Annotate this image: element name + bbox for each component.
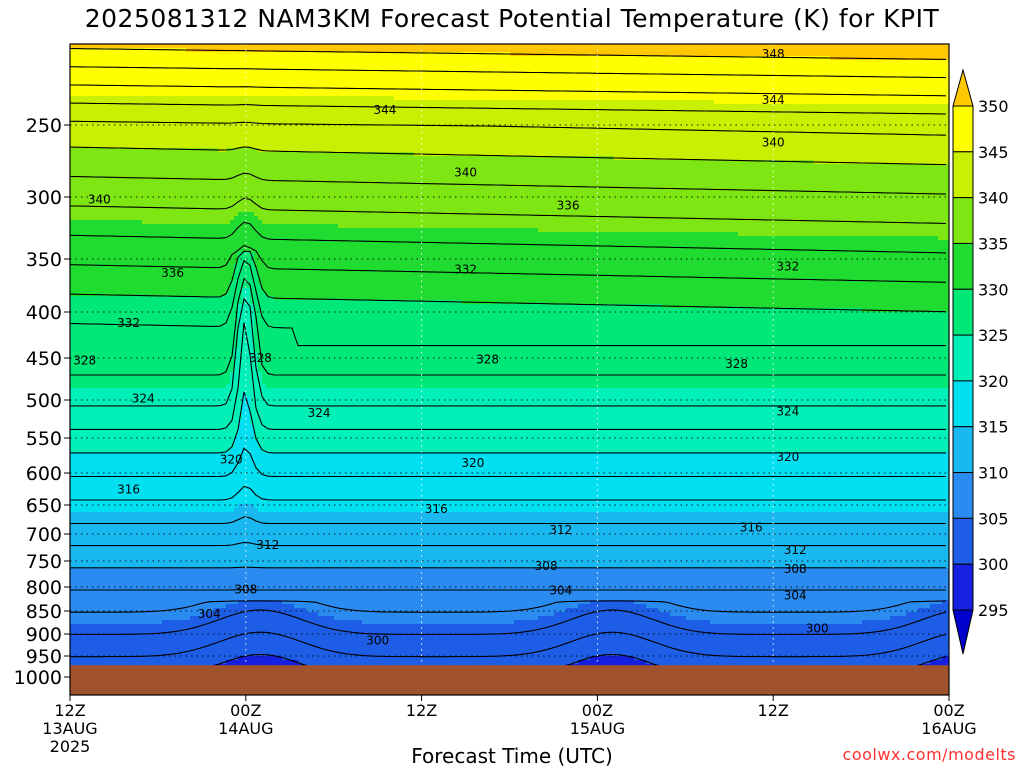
contour-label: 324 — [132, 391, 155, 405]
contour-label: 312 — [549, 523, 572, 537]
contour-label: 304 — [198, 607, 221, 621]
x-tick-label: 00Z — [933, 701, 964, 720]
x-axis-label: Forecast Time (UTC) — [0, 744, 1024, 768]
colorbar-label: 310 — [978, 464, 1009, 483]
ground-surface — [70, 665, 949, 695]
contour-label: 332 — [117, 316, 140, 330]
colorbar-box — [952, 472, 974, 519]
colorbar-label: 325 — [978, 326, 1009, 345]
contour-label: 312 — [784, 543, 807, 557]
colorbar-label: 330 — [978, 280, 1009, 299]
y-tick-label: 800 — [26, 577, 62, 599]
temperature-field — [70, 44, 949, 695]
colorbar-box — [952, 334, 974, 382]
x-tick-label: 16AUG — [921, 719, 976, 738]
x-tick-label: 12Z — [406, 701, 437, 720]
x-tick-label: 2025 — [50, 737, 91, 756]
contour-label: 304 — [549, 583, 572, 597]
contour-label: 300 — [806, 621, 829, 635]
y-tick-label: 850 — [26, 601, 62, 623]
contour-label: 304 — [784, 589, 807, 603]
colorbar-box — [952, 288, 974, 336]
colorbar-box — [952, 105, 974, 153]
contour-label: 308 — [234, 582, 257, 596]
colorbar: 350 345 340 335 330 325 320 315 310 305 300 295 — [952, 68, 1009, 655]
contour-label: 344 — [374, 103, 397, 117]
y-tick-label: 350 — [26, 249, 62, 271]
y-tick-label: 450 — [26, 348, 62, 370]
colorbar-box — [952, 242, 974, 290]
contour-label: 328 — [73, 354, 96, 368]
contour-label: 336 — [557, 199, 580, 213]
contour-labels: 348 344 340 344 340 336 340 336 332 332 332 328 328 3… — [73, 47, 828, 648]
colorbar-box — [952, 197, 974, 244]
y-tick-label: 700 — [26, 524, 62, 546]
y-tick-label: 1000 — [14, 667, 62, 689]
contour-label: 340 — [762, 135, 785, 149]
colorbar-label: 305 — [978, 509, 1009, 528]
x-tick-label: 00Z — [582, 701, 613, 720]
contour-label: 308 — [784, 562, 807, 576]
contour-label: 316 — [117, 483, 140, 497]
y-tick-label: 950 — [26, 646, 62, 668]
y-tick-label: 400 — [26, 302, 62, 324]
contour-label: 312 — [256, 538, 279, 552]
y-tick-label: 900 — [26, 624, 62, 646]
contour-label: 320 — [461, 456, 484, 470]
contour-label: 328 — [476, 353, 499, 367]
chart-title: 2025081312 NAM3KM Forecast Potential Tem… — [84, 4, 940, 33]
colorbar-box — [952, 380, 974, 428]
contour-label: 320 — [220, 453, 243, 467]
colorbar-box — [952, 563, 974, 611]
contour-label: 324 — [308, 406, 331, 420]
colorbar-label: 300 — [978, 555, 1009, 574]
x-tick-label: 00Z — [230, 701, 261, 720]
y-tick-label: 250 — [26, 115, 62, 137]
contour-label: 336 — [161, 266, 184, 280]
contour-label: 316 — [425, 502, 448, 516]
y-axis: 2503003504004505005506006507007508008509… — [14, 115, 70, 689]
colorbar-label: 335 — [978, 234, 1009, 253]
colorbar-label: 315 — [978, 418, 1009, 437]
y-tick-label: 500 — [26, 390, 62, 412]
x-axis-label-text: Forecast Time (UTC) — [411, 744, 613, 768]
x-tick-label: 13AUG — [42, 719, 97, 738]
contour-label: 300 — [366, 634, 389, 648]
x-tick-label: 12Z — [758, 701, 789, 720]
contour-label: 332 — [454, 263, 477, 277]
y-tick-label: 750 — [26, 551, 62, 573]
x-tick-label: 12Z — [54, 701, 85, 720]
source-credit: coolwx.com/modelts — [842, 745, 1016, 764]
contour-label: 348 — [762, 47, 785, 61]
contour-label: 324 — [776, 404, 799, 418]
colorbar-label: 340 — [978, 189, 1009, 208]
x-tick-label: 15AUG — [570, 719, 625, 738]
colorbar-box — [952, 151, 974, 199]
colorbar-label: 295 — [978, 601, 1009, 620]
contour-label: 328 — [725, 357, 748, 371]
contour-label: 328 — [249, 351, 272, 365]
contour-label: 340 — [454, 166, 477, 180]
y-tick-label: 550 — [26, 428, 62, 450]
plot-frame — [69, 43, 950, 696]
contour-label: 320 — [776, 450, 799, 464]
colorbar-label: 320 — [978, 372, 1009, 391]
colorbar-box — [952, 517, 974, 565]
contour-label: 340 — [88, 192, 111, 206]
y-tick-label: 300 — [26, 187, 62, 209]
contour-label: 344 — [762, 93, 785, 107]
colorbar-min-triangle — [952, 609, 974, 655]
contour-label: 316 — [740, 521, 763, 535]
contour-label: 308 — [535, 559, 558, 573]
colorbar-box — [952, 426, 974, 474]
colorbar-label: 345 — [978, 143, 1009, 162]
contour-label: 332 — [776, 259, 799, 273]
x-tick-label: 14AUG — [218, 719, 273, 738]
colorbar-max-triangle — [952, 68, 974, 107]
y-tick-label: 650 — [26, 495, 62, 517]
colorbar-label: 350 — [978, 97, 1009, 116]
y-tick-label: 600 — [26, 463, 62, 485]
